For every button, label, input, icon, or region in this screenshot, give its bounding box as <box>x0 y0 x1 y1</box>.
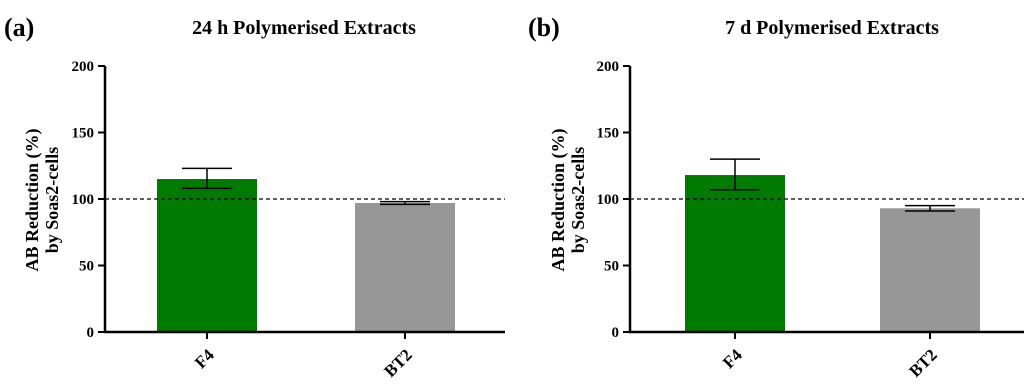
x-tick-label: BT2 <box>905 345 940 380</box>
x-tick-label: BT2 <box>380 345 415 380</box>
chart-panel-b: (b) 7 d Polymerised Extracts AB Reductio… <box>528 13 1024 381</box>
y-tick-label: 50 <box>604 259 619 275</box>
y-tick-label: 100 <box>597 192 620 208</box>
y-tick-label: 200 <box>72 59 95 75</box>
y-tick-label: 150 <box>72 126 95 142</box>
panel-label: (a) <box>4 13 34 42</box>
bar-f4 <box>157 179 257 332</box>
y-tick-label: 0 <box>87 325 95 341</box>
chart-panel-a: (a) 24 h Polymerised Extracts AB Reducti… <box>4 13 505 381</box>
y-tick-label: 150 <box>597 126 620 142</box>
y-axis-label-line2: by Soas2-cells <box>568 147 588 254</box>
y-axis-label: AB Reduction (%) <box>22 128 43 271</box>
x-tick-label: F4 <box>191 345 218 372</box>
y-axis-label-line2: by Soas2-cells <box>42 147 62 254</box>
y-axis-label: AB Reduction (%) <box>548 128 569 271</box>
bar-f4 <box>685 175 785 332</box>
panel-label: (b) <box>528 13 560 42</box>
y-tick-label: 200 <box>597 59 620 75</box>
y-tick-label: 100 <box>72 192 95 208</box>
x-tick-label: F4 <box>719 345 746 372</box>
bar-bt2 <box>355 202 455 332</box>
y-tick-label: 0 <box>612 325 620 341</box>
chart-title: 24 h Polymerised Extracts <box>192 17 416 39</box>
chart-title: 7 d Polymerised Extracts <box>725 17 939 39</box>
y-tick-label: 50 <box>79 259 94 275</box>
bar-bt2 <box>880 208 980 332</box>
